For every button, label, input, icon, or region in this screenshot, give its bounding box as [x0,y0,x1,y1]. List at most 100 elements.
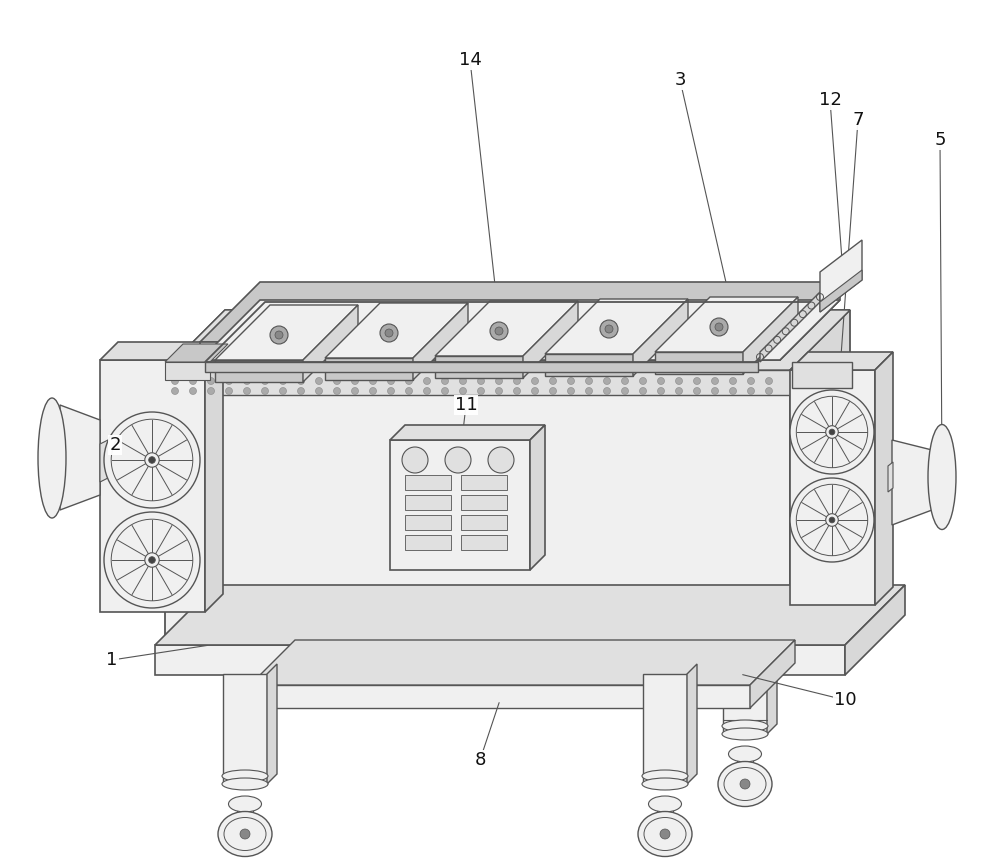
Circle shape [710,318,728,336]
Circle shape [829,517,835,523]
Text: 3: 3 [674,71,686,89]
Circle shape [512,346,518,352]
Circle shape [244,378,250,384]
Circle shape [640,388,646,395]
Polygon shape [250,640,795,685]
Circle shape [600,320,618,338]
Ellipse shape [228,796,262,812]
Circle shape [388,378,394,384]
Circle shape [676,388,682,395]
Circle shape [606,341,612,347]
Polygon shape [655,297,798,352]
Circle shape [766,388,772,395]
Circle shape [388,388,394,395]
Polygon shape [435,301,578,356]
Circle shape [569,343,575,349]
Circle shape [532,388,538,395]
Polygon shape [820,270,862,312]
Polygon shape [723,624,767,734]
Circle shape [474,347,480,353]
Polygon shape [523,301,578,378]
Text: 10: 10 [834,691,856,709]
Circle shape [694,378,700,384]
Circle shape [399,351,405,357]
Circle shape [149,457,155,464]
Polygon shape [875,352,893,605]
Polygon shape [165,370,790,395]
Circle shape [694,388,700,395]
Circle shape [316,388,322,395]
Circle shape [730,378,736,384]
Polygon shape [200,282,840,342]
Polygon shape [780,282,840,360]
Bar [461,515,507,530]
Circle shape [226,378,232,384]
Circle shape [748,388,755,395]
Circle shape [550,344,556,350]
Text: 5: 5 [934,131,946,149]
Circle shape [478,378,484,384]
Circle shape [701,337,707,343]
Polygon shape [200,342,780,360]
Polygon shape [155,645,845,675]
Ellipse shape [218,812,272,857]
Bar [461,535,507,550]
Polygon shape [760,292,820,362]
Bar [461,475,507,490]
Circle shape [604,388,610,395]
Circle shape [104,512,200,608]
Polygon shape [325,303,468,358]
Polygon shape [223,674,267,784]
Circle shape [586,378,592,384]
Circle shape [568,388,574,395]
Circle shape [361,353,367,359]
Circle shape [172,378,178,384]
Polygon shape [303,305,358,382]
Polygon shape [215,305,358,360]
Ellipse shape [722,728,768,740]
Circle shape [460,388,466,395]
Circle shape [644,340,650,346]
Polygon shape [750,640,795,708]
Circle shape [663,339,669,345]
Circle shape [280,378,287,384]
Circle shape [795,333,801,339]
Polygon shape [655,352,743,374]
Circle shape [790,390,874,474]
Circle shape [757,335,763,341]
Ellipse shape [222,770,268,782]
Bar [405,495,451,510]
Circle shape [424,378,430,384]
Circle shape [280,388,287,395]
Circle shape [316,378,322,384]
Text: 7: 7 [852,111,864,129]
Circle shape [104,412,200,508]
Polygon shape [165,370,790,645]
Circle shape [488,447,514,473]
Circle shape [229,359,235,365]
Circle shape [490,322,508,340]
Circle shape [334,388,340,395]
Circle shape [514,388,520,395]
Circle shape [738,335,744,341]
Circle shape [658,378,664,384]
Polygon shape [250,685,750,708]
Circle shape [248,358,254,364]
Circle shape [455,348,461,354]
Ellipse shape [722,720,768,732]
Circle shape [286,356,292,362]
Circle shape [605,325,613,333]
Polygon shape [892,440,932,525]
Circle shape [532,378,538,384]
Polygon shape [100,342,223,360]
Ellipse shape [222,778,268,790]
Circle shape [208,378,214,384]
Circle shape [145,553,159,568]
Polygon shape [413,303,468,380]
Text: 14: 14 [459,51,481,69]
Polygon shape [100,360,205,612]
Ellipse shape [638,812,692,857]
Polygon shape [390,425,545,440]
Circle shape [267,357,273,363]
Circle shape [244,388,250,395]
